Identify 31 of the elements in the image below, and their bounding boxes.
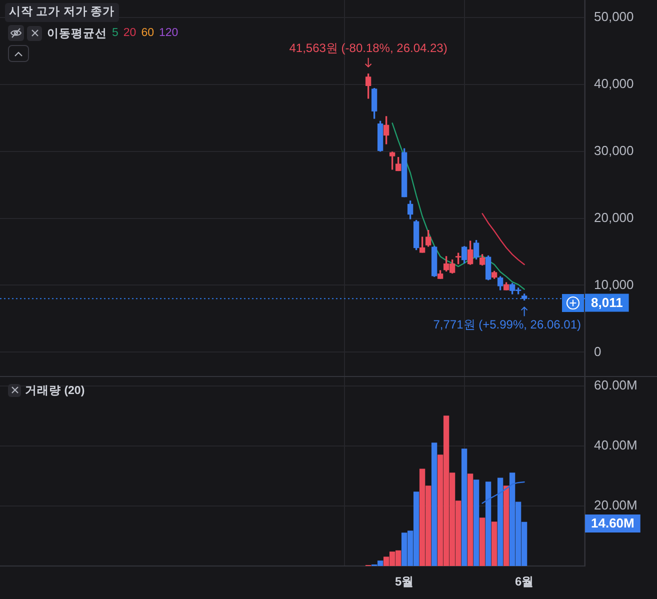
bar — [467, 474, 474, 566]
y-tick-label: 40.00M — [594, 438, 638, 453]
annotation: 7,771원 (+5.99%, 26.06.01) — [433, 317, 582, 332]
x-tick-label: 5월 — [394, 574, 414, 589]
y-tick-label: 30,000 — [594, 142, 634, 158]
ref-line-label: 8,011 — [591, 294, 623, 310]
x-tick-label: 6월 — [514, 574, 534, 589]
y-tick-label: 40,000 — [594, 76, 634, 91]
legend-title: 이동평균선 — [47, 26, 107, 40]
text: 시작 고가 저가 종가 — [5, 3, 119, 22]
legend-label: 120 — [159, 27, 178, 39]
bar — [473, 480, 480, 566]
bar — [461, 448, 468, 566]
annotation: 41,563원 (-80.18%, 26.04.23) — [289, 41, 448, 56]
bar — [485, 482, 492, 566]
text: 5 — [112, 27, 118, 39]
bar — [497, 478, 504, 566]
y-tick-label: 20,000 — [594, 210, 634, 225]
bar — [503, 486, 510, 566]
y-tick-label: 50,000 — [594, 8, 634, 24]
y-tick-label: 60.00M — [594, 378, 638, 393]
y-tick-label: 0 — [594, 344, 602, 359]
legend-label: 60 — [141, 27, 154, 39]
y-tick-label: 20.00M — [594, 498, 638, 513]
y-tick-label: 10,000 — [594, 276, 634, 292]
text: 14.60M — [591, 516, 634, 531]
bar — [491, 522, 498, 566]
text: 20 — [123, 27, 136, 39]
text: 거래량 (20) — [25, 384, 85, 398]
bar — [479, 518, 486, 566]
bar — [431, 442, 438, 566]
